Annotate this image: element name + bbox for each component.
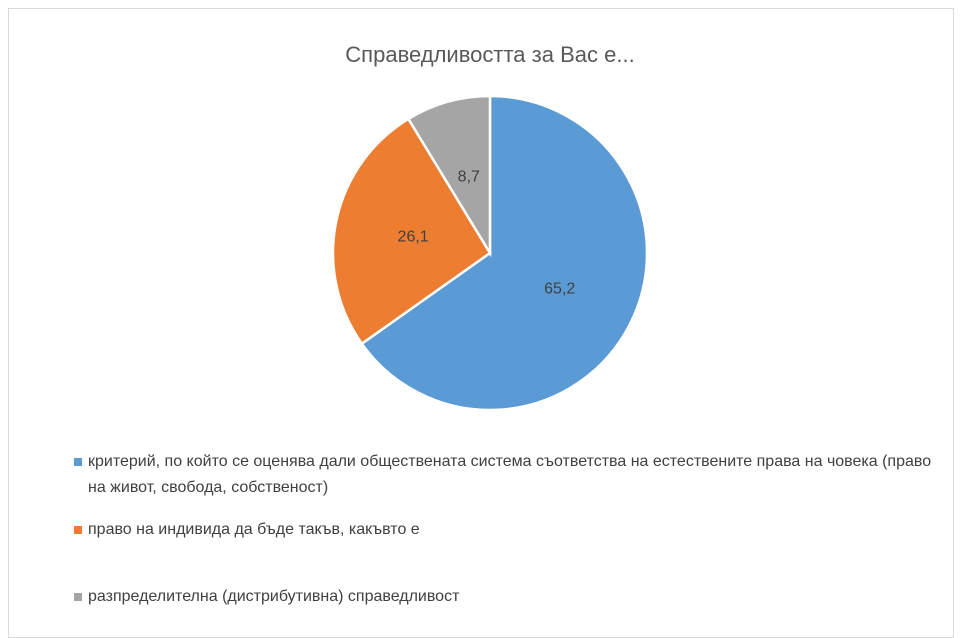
legend-label: критерий, по който се оценява дали общес… <box>88 453 932 496</box>
data-label: 65,2 <box>544 280 575 297</box>
legend-item: критерий, по който се оценява дали общес… <box>74 449 934 501</box>
legend-item: право на индивида да бъде такъв, какъвто… <box>74 517 934 543</box>
page: Справедливостта за Вас е... 65,2 26,1 8,7 … <box>8 8 954 638</box>
chart-title: Справедливостта за Вас е... <box>345 42 634 67</box>
legend-label: право на индивида да бъде такъв, какъвто… <box>88 521 420 538</box>
pie-slice <box>406 94 492 258</box>
legend-swatch <box>74 526 82 534</box>
pie-slice <box>360 94 649 412</box>
legend: критерий, по който се оценява дали общес… <box>74 449 934 610</box>
legend-label: разпределителна (дистрибутивна) справедл… <box>88 588 460 605</box>
data-label: 26,1 <box>398 228 429 245</box>
pie-slice <box>331 117 492 346</box>
legend-swatch <box>74 458 82 466</box>
legend-swatch <box>74 593 82 601</box>
legend-item: разпределителна (дистрибутивна) справедл… <box>74 584 934 610</box>
chart: Справедливостта за Вас е... 65,2 26,1 8,7 <box>331 42 649 412</box>
data-label: 8,7 <box>458 169 480 186</box>
